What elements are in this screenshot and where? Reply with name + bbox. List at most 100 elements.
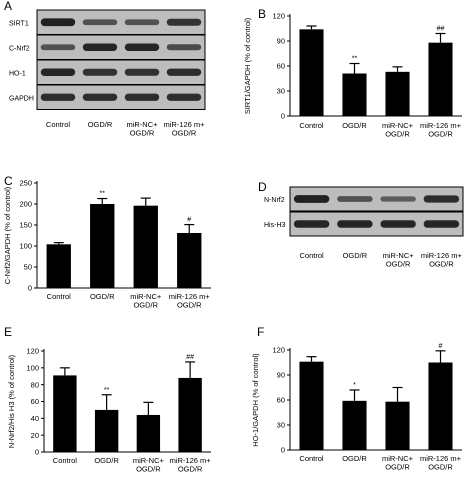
y-tick-label: 200 [19, 200, 32, 209]
x-tick-label-2-line-1: OGD/R [94, 456, 119, 465]
bar [94, 409, 119, 452]
x-tick-label-4: miR-126 m+OGD/R [169, 292, 211, 310]
x-tick-label-1: Control [299, 454, 324, 463]
lane-label-4-line-2: OGD/R [429, 260, 454, 269]
blot-band [124, 19, 160, 26]
lane-label-4-line-1: miR-126 m+ [421, 251, 463, 260]
x-tick-label-3: miR-NC+OGD/R [382, 454, 414, 472]
blot-band [166, 44, 202, 51]
x-tick-label-4-line-2: OGD/R [177, 301, 202, 310]
y-tick-label: 0 [28, 284, 32, 293]
bar [342, 400, 367, 450]
y-axis-label: N-Nrf2/His H3 (% of control) [7, 354, 16, 448]
blot-band [40, 18, 76, 27]
blot-band [380, 196, 416, 202]
x-tick-label-4-line-1: miR-126 m+ [420, 454, 462, 463]
blot-band [166, 68, 202, 76]
x-tick-label-4-line-1: miR-126 m+ [170, 456, 212, 465]
y-tick-label: 30 [277, 421, 285, 430]
panel-letter-f: F [257, 325, 264, 339]
bar [299, 29, 324, 116]
blot-band [166, 18, 202, 26]
blot-band [82, 68, 118, 76]
y-tick-label: 40 [31, 414, 39, 423]
x-tick-label-3: miR-NC+OGD/R [133, 456, 165, 474]
blot-band [40, 68, 76, 76]
lane-label-3: miR-NC+OGD/R [383, 251, 415, 269]
y-tick-label: 250 [19, 179, 32, 188]
blot-row-his-h3: His-H3 [264, 211, 464, 237]
panel-letter-b: B [258, 7, 266, 21]
blot-row-label: His-H3 [264, 222, 285, 229]
blot-band [423, 195, 460, 203]
x-tick-label-4-line-1: miR-126 m+ [420, 121, 462, 130]
lane-label-1: Control [46, 120, 71, 129]
y-axis-label: C-Nrf2/GAPDH (% of control) [3, 186, 12, 284]
x-tick-label-3-line-1: miR-NC+ [130, 292, 162, 301]
bar-chart-e: E N-Nrf2/His H3 (% of control) 0 20 40 60 80 10… [4, 325, 211, 474]
significance-label: ** [104, 387, 110, 394]
x-tick-label-4: miR-126 m+OGD/R [420, 121, 462, 139]
x-tick-label-2-line-1: OGD/R [90, 292, 115, 301]
lane-label-2: OGD/R [343, 251, 368, 260]
lane-label-4-line-2: OGD/R [172, 129, 197, 138]
bar [342, 73, 367, 116]
lane-label-3-line-2: OGD/R [386, 260, 411, 269]
significance-label: ## [186, 354, 194, 361]
x-tick-label-3-line-2: OGD/R [385, 130, 410, 139]
bar-chart-f: F HO-1/GAPDH (% of control) 0 30 60 90 120 Cont… [251, 325, 462, 472]
y-tick-label: 60 [277, 396, 285, 405]
lane-label-4-line-1: miR-126 m+ [163, 120, 205, 129]
lane-label-3-line-1: miR-NC+ [383, 251, 415, 260]
x-tick-label-2: OGD/R [94, 456, 119, 465]
blot-band [124, 68, 160, 76]
blot-band [293, 195, 330, 203]
bar [385, 401, 410, 450]
blot-row-label: GAPDH [9, 95, 34, 102]
blot-band [40, 93, 76, 101]
blot-row-label: N-Nrf2 [264, 197, 285, 204]
y-tick-label: 90 [277, 37, 285, 46]
lane-label-4: miR-126 m+OGD/R [163, 120, 205, 138]
y-tick-label: 0 [35, 448, 39, 457]
bar [133, 205, 158, 288]
y-tick-label: 50 [24, 263, 32, 272]
x-tick-label-3-line-1: miR-NC+ [133, 456, 165, 465]
lane-label-4: miR-126 m+OGD/R [421, 251, 463, 269]
bar [428, 362, 453, 450]
blot-band [82, 93, 118, 101]
x-tick-label-1-line-1: Control [299, 121, 324, 130]
y-tick-label: 120 [26, 347, 39, 356]
y-tick-label: 150 [19, 221, 32, 230]
y-tick-label: 0 [281, 112, 285, 121]
bar [46, 244, 71, 288]
bar [178, 377, 202, 452]
y-tick-label: 90 [277, 371, 285, 380]
lane-label-2-line-1: OGD/R [343, 251, 368, 260]
y-tick-label: 60 [277, 62, 285, 71]
y-tick-label: 120 [272, 12, 285, 21]
x-tick-label-4: miR-126 m+OGD/R [420, 454, 462, 472]
significance-label: # [439, 343, 443, 350]
blot-row-gapdh: GAPDH [9, 84, 206, 110]
x-tick-label-1-line-1: Control [47, 292, 72, 301]
blot-band [82, 43, 118, 51]
x-tick-label-4-line-2: OGD/R [178, 465, 203, 474]
lane-label-2-line-1: OGD/R [88, 120, 113, 129]
bar [299, 361, 324, 450]
y-tick-label: 100 [26, 363, 39, 372]
lane-label-3: miR-NC+OGD/R [126, 120, 158, 138]
y-tick-label: 100 [19, 242, 32, 251]
x-tick-label-3-line-2: OGD/R [133, 301, 158, 310]
panel-letter-d: D [258, 180, 267, 194]
y-axis-label: HO-1/GAPDH (% of control) [251, 353, 260, 447]
blot-band [124, 43, 160, 51]
x-tick-label-2: OGD/R [342, 454, 367, 463]
x-tick-label-1: Control [299, 121, 324, 130]
x-tick-label-1-line-1: Control [53, 456, 78, 465]
blot-band [380, 220, 416, 228]
lane-label-1-line-1: Control [300, 251, 325, 260]
blot-row-ho-1: HO-1 [9, 59, 206, 85]
